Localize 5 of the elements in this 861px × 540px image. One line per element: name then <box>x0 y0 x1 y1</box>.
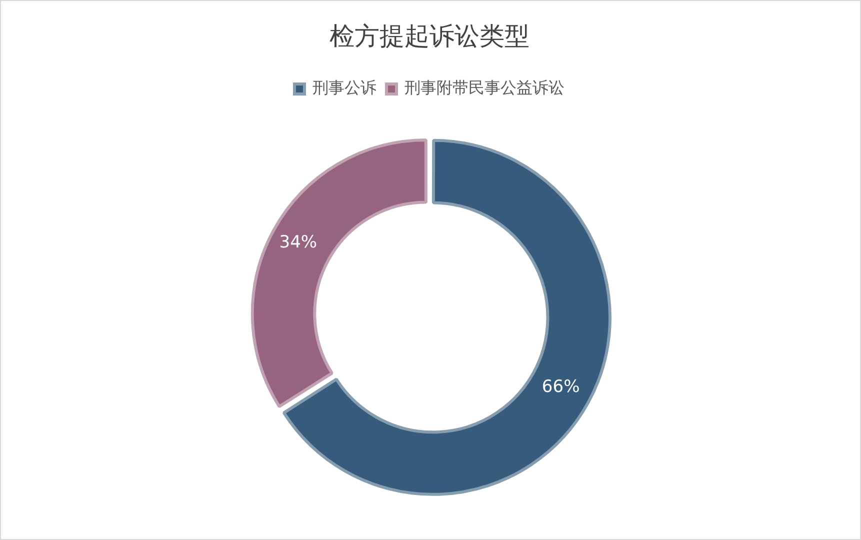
data-label: 34% <box>279 232 318 253</box>
legend-label: 刑事公诉 <box>312 78 376 98</box>
chart-title: 检方提起诉讼类型 <box>330 22 530 50</box>
legend-label: 刑事附带民事公益诉讼 <box>404 78 564 98</box>
data-label: 66% <box>542 377 580 398</box>
